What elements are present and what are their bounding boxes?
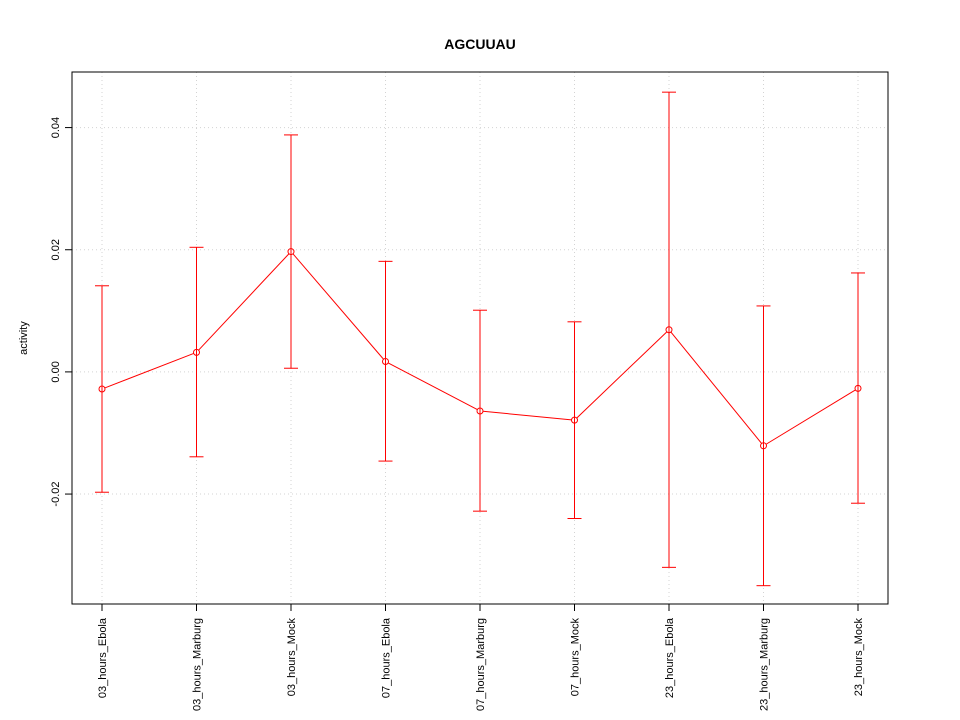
x-tick-label: 23_hours_Mock <box>853 618 865 697</box>
series-line-segment <box>104 352 194 389</box>
series-line-segment <box>765 389 856 445</box>
series-line-segment <box>670 331 762 444</box>
series-line-segment <box>292 253 384 360</box>
x-tick-label: 07_hours_Marburg <box>475 618 487 711</box>
series-line-segment <box>482 410 572 421</box>
y-tick-label: 0.02 <box>50 239 62 260</box>
axes: -0.02 0.00 0.02 0.04 03_hours_Ebola 03_hours_… <box>50 117 865 711</box>
y-axis-label: activity <box>18 321 30 355</box>
data-point <box>287 248 295 256</box>
data-point <box>854 384 862 392</box>
x-tick-label: 03_hours_Marburg <box>192 618 204 711</box>
data-point <box>760 442 767 450</box>
x-tick-label: 03_hours_Ebola <box>97 617 109 698</box>
data-point <box>571 416 578 424</box>
data-layer <box>95 91 865 587</box>
data-point <box>193 348 200 356</box>
series-line-segment <box>387 362 478 411</box>
x-tick-label: 07_hours_Ebola <box>381 617 393 698</box>
data-point <box>98 385 106 393</box>
x-tick-label: 23_hours_Marburg <box>759 618 771 711</box>
x-tick-label: 03_hours_Mock <box>286 618 298 697</box>
chart-title: AGCUUAU <box>444 36 516 52</box>
x-tick-label: 07_hours_Mock <box>570 618 582 697</box>
data-point <box>476 407 484 415</box>
series-line-segment <box>576 331 668 419</box>
y-tick-label: 0.04 <box>50 117 62 138</box>
data-point <box>665 326 673 334</box>
x-tick-label: 23_hours_Ebola <box>664 617 676 698</box>
y-tick-label: -0.02 <box>50 482 62 507</box>
data-point <box>382 358 389 366</box>
y-tick-label: 0.00 <box>50 361 62 382</box>
series-line-segment <box>198 253 290 351</box>
